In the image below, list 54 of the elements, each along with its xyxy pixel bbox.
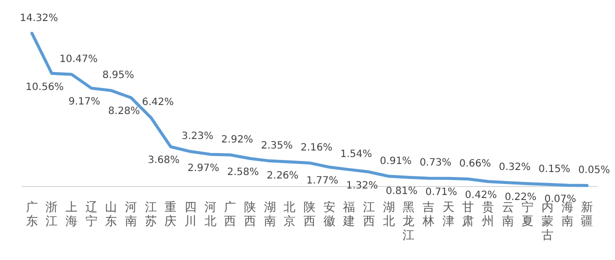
data-label: 0.42% <box>465 190 497 202</box>
data-label: 0.91% <box>380 156 412 167</box>
x-tick-label: 新疆 <box>581 200 594 228</box>
data-label: 1.54% <box>340 149 372 160</box>
x-tick-label: 上海 <box>66 200 78 228</box>
x-tick-label: 江苏 <box>144 200 157 228</box>
data-label: 0.66% <box>459 158 492 170</box>
x-tick-label: 陕西 <box>304 200 316 228</box>
x-tick-label: 重庆 <box>164 200 177 228</box>
data-label: 2.35% <box>260 140 293 152</box>
x-tick-label: 江西 <box>362 200 375 228</box>
x-tick-label: 广东 <box>26 200 38 228</box>
data-label: 9.17% <box>68 96 100 108</box>
data-label: 2.92% <box>221 134 254 146</box>
data-label: 14.32% <box>20 12 58 24</box>
x-tick-label: 河北 <box>204 200 216 228</box>
x-tick-label: 四川 <box>184 200 197 228</box>
x-tick-label: 辽宁 <box>85 200 98 228</box>
data-label: 6.42% <box>142 97 174 108</box>
data-label: 2.16% <box>300 142 332 154</box>
x-tick-label: 陕西 <box>244 200 256 228</box>
x-tick-label: 北京 <box>284 200 296 228</box>
data-label: 3.23% <box>182 131 214 142</box>
x-tick-label: 黑龙江 <box>402 200 415 242</box>
data-label: 0.71% <box>425 186 458 198</box>
x-tick-label: 湖北 <box>382 200 395 228</box>
x-tick-label: 福建 <box>342 200 356 228</box>
data-label: 0.05% <box>578 164 610 176</box>
x-tick-label: 河南 <box>125 200 138 228</box>
data-label: 2.58% <box>227 166 259 178</box>
data-label: 8.28% <box>108 106 140 118</box>
data-label: 8.95% <box>102 70 134 82</box>
x-tick-label: 天津 <box>442 200 454 228</box>
data-label: 2.26% <box>266 170 299 182</box>
x-tick-label: 吉林 <box>421 200 434 228</box>
x-tick-label: 甘肃 <box>462 200 474 228</box>
x-tick-label: 安徽 <box>323 200 336 228</box>
x-tick-label: 湖南 <box>264 200 276 228</box>
data-label: 3.68% <box>148 155 180 166</box>
data-label: 10.56% <box>26 82 64 93</box>
data-label: 0.15% <box>538 164 570 175</box>
x-tick-label: 广西 <box>224 200 236 228</box>
data-label: 0.32% <box>498 162 531 174</box>
x-tick-label: 贵州 <box>482 200 494 228</box>
x-tick-label: 云南 <box>502 200 514 228</box>
x-tick-label: 浙江 <box>46 200 58 228</box>
data-label: 2.97% <box>187 162 220 174</box>
data-label: 0.81% <box>386 186 418 197</box>
data-label: 10.47% <box>60 54 98 65</box>
data-label: 0.73% <box>420 158 452 169</box>
data-label: 1.77% <box>306 176 338 187</box>
data-label: 1.32% <box>346 180 378 192</box>
x-tick-label: 山东 <box>105 200 118 228</box>
x-tick-label: 宁夏 <box>522 200 534 228</box>
